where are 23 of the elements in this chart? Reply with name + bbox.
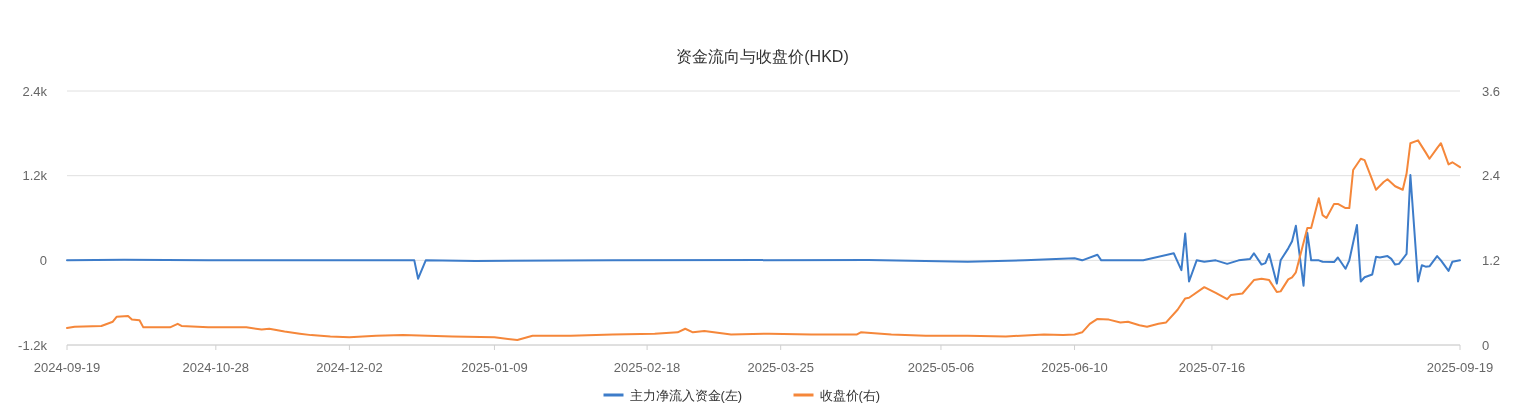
x-tick-label: 2025-03-25: [747, 360, 814, 375]
x-tick-label: 2024-12-02: [316, 360, 383, 375]
x-tick-label: 2024-10-28: [182, 360, 250, 375]
y2-tick-label: 2.4: [1482, 168, 1501, 184]
y-tick-label: -1.2k: [18, 337, 48, 353]
line-series: [66, 139, 1461, 342]
y2-tick-label: 1.2: [1482, 252, 1501, 268]
y-tick-label: 1.2k: [22, 168, 48, 184]
x-tick-label: 2024-09-19: [33, 360, 101, 375]
chart-title: 资金流向与收盘价(HKD): [676, 48, 849, 65]
x-tick-label: 2025-07-16: [1178, 360, 1246, 375]
y2-tick-label: 0: [1482, 337, 1490, 353]
y-tick-label: 0: [39, 252, 47, 268]
legend-label: 主力净流入资金(左): [629, 387, 743, 403]
x-tick-label: 2025-02-18: [613, 360, 681, 375]
x-tick-label: 2025-09-19: [1426, 360, 1494, 375]
legend-label: 收盘价(右): [819, 387, 881, 403]
x-tick-label: 2025-05-06: [907, 360, 975, 375]
line-series: [66, 173, 1461, 287]
x-tick-label: 2025-06-10: [1041, 360, 1108, 375]
x-tick-label: 2025-01-09: [461, 360, 528, 375]
y2-tick-label: 3.6: [1482, 83, 1501, 99]
y-tick-label: 2.4k: [22, 83, 48, 99]
